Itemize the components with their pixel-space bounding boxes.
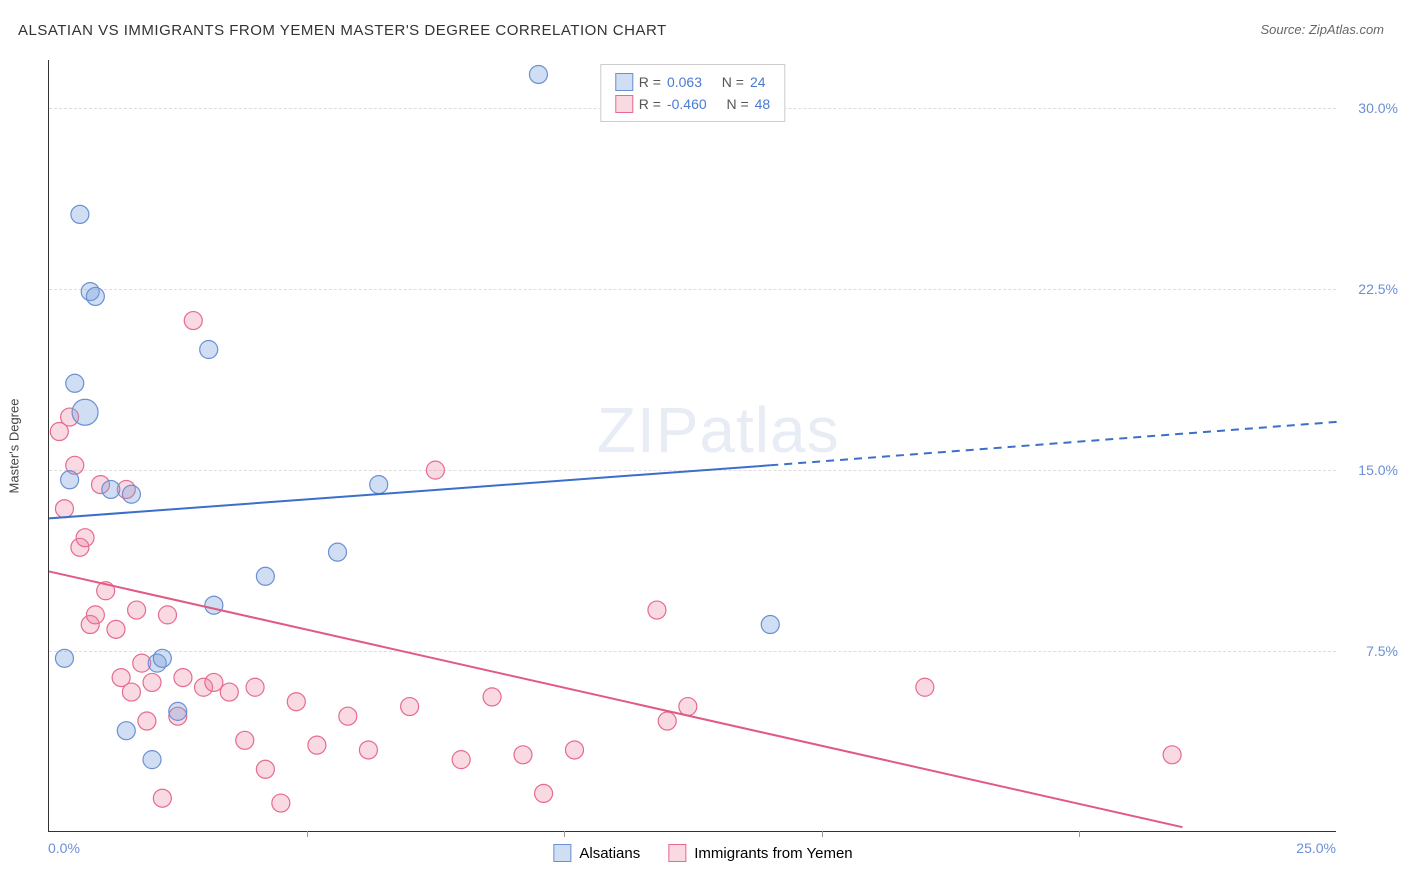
swatch-yemen	[668, 844, 686, 862]
n-value-alsatians: 24	[750, 71, 766, 93]
x-tick-max: 25.0%	[1296, 840, 1336, 856]
scatter-point	[107, 620, 125, 638]
y-tick-label: 22.5%	[1358, 281, 1398, 297]
scatter-point	[256, 760, 274, 778]
scatter-point	[329, 543, 347, 561]
series-label-alsatians: Alsatians	[579, 845, 640, 862]
scatter-point	[76, 529, 94, 547]
scatter-point	[143, 751, 161, 769]
scatter-point	[529, 65, 547, 83]
legend-series: Alsatians Immigrants from Yemen	[553, 844, 852, 862]
series-label-yemen: Immigrants from Yemen	[694, 845, 852, 862]
scatter-point	[220, 683, 238, 701]
x-tick-mark	[1079, 831, 1080, 837]
swatch-alsatians	[553, 844, 571, 862]
scatter-point	[200, 341, 218, 359]
plot-area: R = 0.063 N = 24 R = -0.460 N = 48 ZIPat…	[48, 60, 1336, 832]
scatter-point	[205, 673, 223, 691]
scatter-point	[117, 722, 135, 740]
scatter-point	[138, 712, 156, 730]
chart-title: ALSATIAN VS IMMIGRANTS FROM YEMEN MASTER…	[18, 22, 667, 39]
swatch-yemen	[615, 95, 633, 113]
legend-item-alsatians: Alsatians	[553, 844, 640, 862]
scatter-point	[86, 287, 104, 305]
scatter-point	[236, 731, 254, 749]
scatter-point	[426, 461, 444, 479]
scatter-svg	[49, 60, 1336, 831]
scatter-point	[339, 707, 357, 725]
y-tick-label: 30.0%	[1358, 100, 1398, 116]
scatter-point	[55, 649, 73, 667]
scatter-point	[205, 596, 223, 614]
scatter-point	[128, 601, 146, 619]
x-tick-mark	[307, 831, 308, 837]
scatter-point	[1163, 746, 1181, 764]
scatter-point	[761, 616, 779, 634]
scatter-point	[308, 736, 326, 754]
scatter-point	[566, 741, 584, 759]
scatter-point	[71, 205, 89, 223]
scatter-point	[370, 476, 388, 494]
scatter-point	[184, 312, 202, 330]
scatter-point	[272, 794, 290, 812]
x-tick-mark	[822, 831, 823, 837]
scatter-point	[86, 606, 104, 624]
scatter-point	[246, 678, 264, 696]
y-tick-label: 15.0%	[1358, 462, 1398, 478]
legend-item-yemen: Immigrants from Yemen	[668, 844, 852, 862]
scatter-point	[287, 693, 305, 711]
scatter-point	[514, 746, 532, 764]
scatter-point	[169, 702, 187, 720]
r-prefix: R =	[639, 71, 661, 93]
swatch-alsatians	[615, 73, 633, 91]
r-value-alsatians: 0.063	[667, 71, 702, 93]
scatter-point	[483, 688, 501, 706]
scatter-point	[122, 485, 140, 503]
scatter-point	[359, 741, 377, 759]
scatter-point	[158, 606, 176, 624]
r-value-yemen: -0.460	[667, 93, 707, 115]
scatter-point	[452, 751, 470, 769]
scatter-point	[648, 601, 666, 619]
scatter-point	[122, 683, 140, 701]
scatter-point	[174, 669, 192, 687]
scatter-point	[55, 500, 73, 518]
scatter-point	[658, 712, 676, 730]
trend-line-dashed	[770, 422, 1337, 465]
trend-line	[49, 571, 1182, 827]
chart-container: ALSATIAN VS IMMIGRANTS FROM YEMEN MASTER…	[0, 0, 1406, 892]
trend-line	[49, 465, 770, 518]
scatter-point	[61, 471, 79, 489]
scatter-point	[401, 698, 419, 716]
n-prefix: N =	[726, 93, 748, 115]
legend-row-yemen: R = -0.460 N = 48	[615, 93, 770, 115]
source-label: Source: ZipAtlas.com	[1260, 22, 1384, 37]
r-prefix: R =	[639, 93, 661, 115]
n-prefix: N =	[722, 71, 744, 93]
n-value-yemen: 48	[755, 93, 771, 115]
x-tick-min: 0.0%	[48, 840, 80, 856]
legend-row-alsatians: R = 0.063 N = 24	[615, 71, 770, 93]
x-tick-mark	[564, 831, 565, 837]
scatter-point	[102, 480, 120, 498]
y-axis-label: Master's Degree	[7, 399, 22, 494]
scatter-point	[916, 678, 934, 696]
scatter-point	[153, 789, 171, 807]
scatter-point	[256, 567, 274, 585]
legend-correlation: R = 0.063 N = 24 R = -0.460 N = 48	[600, 64, 785, 122]
scatter-point	[679, 698, 697, 716]
scatter-point	[143, 673, 161, 691]
scatter-point	[66, 374, 84, 392]
scatter-point	[535, 784, 553, 802]
scatter-point	[72, 399, 98, 425]
y-tick-label: 7.5%	[1366, 643, 1398, 659]
scatter-point	[153, 649, 171, 667]
